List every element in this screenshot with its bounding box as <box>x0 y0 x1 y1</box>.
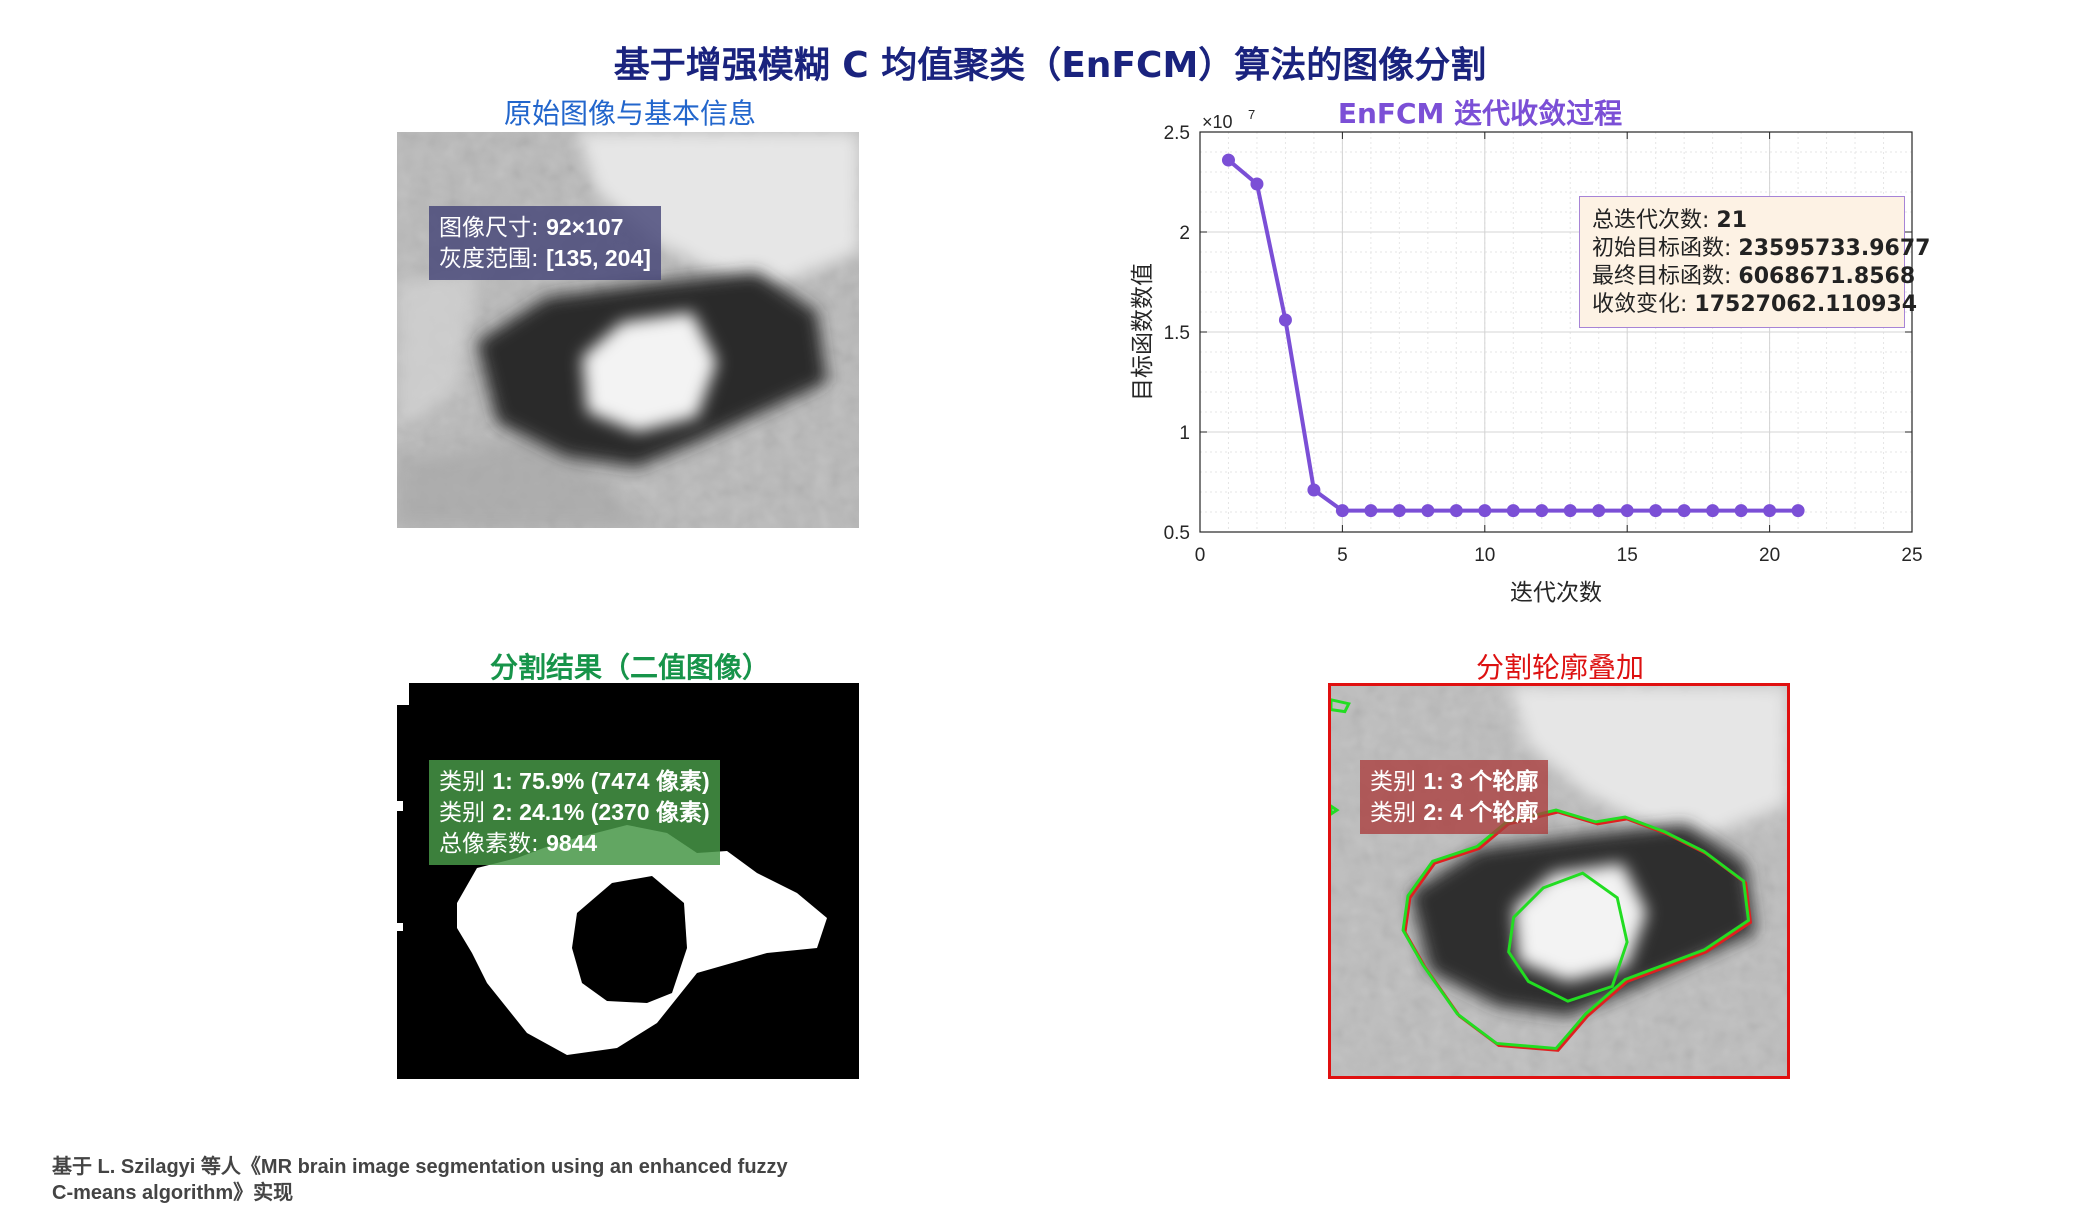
total-pixels-value: 9844 <box>546 830 598 856</box>
stats-initial-line: 初始目标函数: 23595733.9677 <box>1592 235 1930 263</box>
data-point <box>1307 483 1321 497</box>
image-size-line: 图像尺寸: 92×107 <box>439 212 651 243</box>
contour-overlay-image <box>1328 683 1790 1079</box>
data-point <box>1535 504 1549 518</box>
y-axis-label: 目标函数数值 <box>1129 263 1155 401</box>
data-point <box>1221 153 1235 167</box>
stats-iterations-line: 总迭代次数: 21 <box>1592 207 1892 235</box>
footnote-line-1: 基于 L. Szilagyi 等人《MR brain image segment… <box>52 1156 788 1178</box>
figure-title: 基于增强模糊 C 均值聚类（EnFCM）算法的图像分割 <box>613 45 1487 86</box>
data-point <box>1250 177 1264 191</box>
class1-line: 类别 1: 75.9% (7474 像素) <box>439 766 710 797</box>
data-point <box>1421 504 1435 518</box>
data-point <box>1335 504 1349 518</box>
data-point <box>1677 504 1691 518</box>
class2-label: 类别 <box>439 800 493 826</box>
original-image-title: 原始图像与基本信息 <box>503 97 756 130</box>
class2-value: 2: 24.1% (2370 像素) <box>492 799 710 825</box>
y-tick-label: 1 <box>1179 423 1190 444</box>
overlay-class2-line: 类别 2: 4 个轮廓 <box>1370 797 1538 828</box>
x-tick-label: 5 <box>1337 545 1348 566</box>
data-point <box>1763 504 1777 518</box>
convergence-stats-box: 总迭代次数: 21 初始目标函数: 23595733.9677 最终目标函数: … <box>1579 196 1930 328</box>
data-point <box>1592 504 1606 518</box>
stats-iterations-value: 21 <box>1716 208 1748 233</box>
data-point <box>1278 313 1292 327</box>
data-point <box>1478 504 1492 518</box>
stats-change-label: 收敛变化: <box>1592 292 1695 317</box>
stats-final-label: 最终目标函数: <box>1592 264 1739 289</box>
class1-label: 类别 <box>439 769 493 795</box>
y-tick-label: 0.5 <box>1164 523 1190 544</box>
data-point <box>1791 504 1805 518</box>
y-tick-label: 2.5 <box>1164 123 1190 144</box>
image-size-label: 图像尺寸: <box>439 215 547 241</box>
data-point <box>1449 504 1463 518</box>
y-tick-label: 2 <box>1179 223 1190 244</box>
y-exponent-label: ×10 <box>1202 112 1233 132</box>
stats-iterations-label: 总迭代次数: <box>1592 208 1717 233</box>
segmentation-title: 分割结果（二值图像） <box>489 651 770 684</box>
x-tick-label: 25 <box>1901 545 1922 566</box>
convergence-chart: 0 5 10 15 20 25 0.5 1 1.5 2 2.5 ×10 7 迭代次数 目标函数数值 <box>1129 110 1923 605</box>
chart-title: EnFCM 迭代收敛过程 <box>1337 97 1623 130</box>
x-tick-label: 10 <box>1474 545 1495 566</box>
stats-initial-value: 23595733.9677 <box>1738 236 1931 261</box>
overlay-class1-label: 类别 <box>1370 769 1424 795</box>
data-point <box>1364 504 1378 518</box>
class1-value: 1: 75.9% (7474 像素) <box>492 768 710 794</box>
data-point <box>1506 504 1520 518</box>
gray-range-line: 灰度范围: [135, 204] <box>439 243 651 274</box>
x-axis-label: 迭代次数 <box>1510 579 1602 605</box>
data-point <box>1620 504 1634 518</box>
stats-change-line: 收敛变化: 17527062.110934 <box>1592 291 1917 319</box>
x-tick-label: 0 <box>1195 545 1206 566</box>
x-tick-label: 15 <box>1617 545 1638 566</box>
overlay-class1-value: 1: 3 个轮廓 <box>1423 768 1539 794</box>
y-tick-label: 1.5 <box>1164 323 1190 344</box>
data-point <box>1734 504 1748 518</box>
stats-change-value: 17527062.110934 <box>1694 292 1918 317</box>
image-info-box: 图像尺寸: 92×107 灰度范围: [135, 204] <box>429 206 661 280</box>
x-tick-label: 20 <box>1759 545 1780 566</box>
gray-range-value: [135, 204] <box>546 245 651 271</box>
overlay-class2-value: 2: 4 个轮廓 <box>1423 799 1539 825</box>
y-exponent: 7 <box>1248 110 1255 122</box>
footnote-line-2: C-means algorithm》实现 <box>52 1182 294 1204</box>
overlay-class1-line: 类别 1: 3 个轮廓 <box>1370 766 1538 797</box>
segmentation-info-box: 类别 1: 75.9% (7474 像素) 类别 2: 24.1% (2370 … <box>429 760 720 865</box>
image-size-value: 92×107 <box>546 214 624 240</box>
stats-initial-label: 初始目标函数: <box>1592 236 1739 261</box>
gray-range-label: 灰度范围: <box>439 246 547 272</box>
overlay-info-box: 类别 1: 3 个轮廓 类别 2: 4 个轮廓 <box>1360 760 1549 834</box>
footnote: 基于 L. Szilagyi 等人《MR brain image segment… <box>52 1154 788 1206</box>
stats-final-value: 6068671.8568 <box>1738 264 1916 289</box>
data-point <box>1392 504 1406 518</box>
class2-line: 类别 2: 24.1% (2370 像素) <box>439 797 710 828</box>
data-point <box>1706 504 1720 518</box>
binary-segmentation-image <box>397 683 859 1079</box>
total-pixels-line: 总像素数: 9844 <box>439 828 710 859</box>
data-point <box>1563 504 1577 518</box>
total-pixels-label: 总像素数: <box>439 831 547 857</box>
original-image <box>397 132 859 528</box>
overlay-title: 分割轮廓叠加 <box>1475 651 1644 684</box>
data-point <box>1649 504 1663 518</box>
stats-final-line: 最终目标函数: 6068671.8568 <box>1592 263 1915 291</box>
overlay-class2-label: 类别 <box>1370 800 1424 826</box>
